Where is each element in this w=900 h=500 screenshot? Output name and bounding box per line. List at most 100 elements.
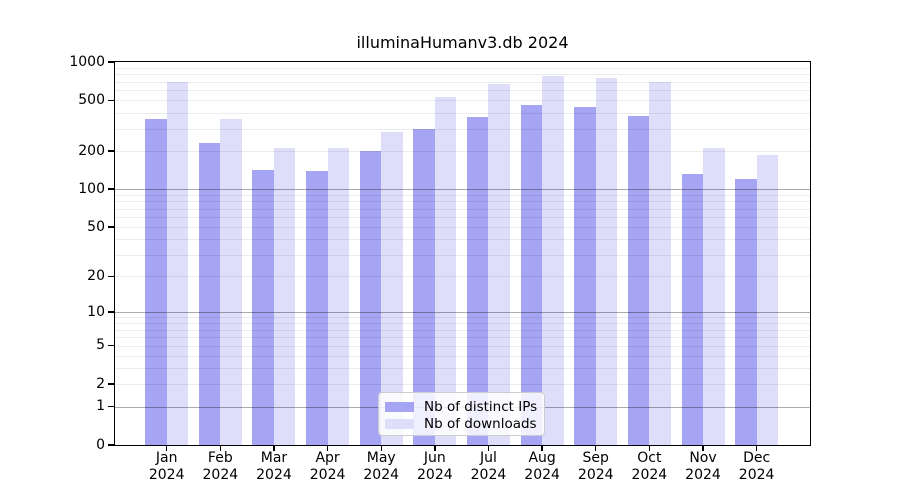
x-axis-tick-label: Dec 2024 xyxy=(725,450,789,484)
y-axis-tick-label: 50 xyxy=(87,218,105,235)
x-axis-tick xyxy=(541,445,543,451)
x-tick-label-year: 2024 xyxy=(202,467,239,483)
y-axis-tick xyxy=(108,444,115,446)
bar-nb-of-distinct-ips-jun xyxy=(413,128,435,445)
x-tick-label-month: May xyxy=(366,450,396,466)
x-axis-tick xyxy=(326,445,329,451)
gridline-minor xyxy=(115,276,810,278)
x-axis-tick xyxy=(434,445,436,451)
legend: Nb of distinct IPs Nb of downloads xyxy=(378,392,545,436)
y-axis-tick-label: 1000 xyxy=(69,53,105,70)
x-tick-label-year: 2024 xyxy=(631,467,668,483)
bar-nb-of-distinct-ips-sep xyxy=(574,106,596,445)
bar-nb-of-distinct-ips-apr xyxy=(306,171,328,445)
x-axis-tick xyxy=(595,445,597,451)
x-tick-label-month: Jul xyxy=(480,450,497,466)
bar-nb-of-downloads-dec xyxy=(756,155,779,445)
legend-swatch-icon xyxy=(385,419,414,429)
bar-nb-of-downloads-jan xyxy=(166,81,189,445)
gridline-minor xyxy=(115,100,810,102)
bar-nb-of-distinct-ips-oct xyxy=(627,115,650,445)
gridline-minor xyxy=(115,151,810,152)
gridline-minor xyxy=(115,74,810,76)
bar-nb-of-distinct-ips-dec xyxy=(735,179,757,445)
gridline-minor xyxy=(115,194,810,196)
x-axis-tick xyxy=(487,445,490,451)
x-axis-tick-label: Apr 2024 xyxy=(296,450,360,484)
gridline-minor xyxy=(115,201,810,203)
gridline-minor xyxy=(115,384,810,386)
y-axis-tick-label: 2 xyxy=(96,375,105,392)
bar-nb-of-downloads-aug xyxy=(542,76,564,445)
x-axis-tick xyxy=(273,445,275,451)
gridline-minor xyxy=(115,345,810,347)
y-axis-tick-label: 0 xyxy=(96,436,105,453)
gridline-minor xyxy=(115,128,810,130)
bar-nb-of-downloads-nov xyxy=(703,148,725,445)
x-axis-tick-label: Mar 2024 xyxy=(242,450,306,484)
y-axis-tick-label: 200 xyxy=(78,142,105,159)
gridline-minor xyxy=(115,239,810,241)
gridline-minor xyxy=(115,323,810,325)
y-axis-tick xyxy=(108,226,115,228)
legend-label: Nb of downloads xyxy=(424,416,537,432)
bar-nb-of-downloads-jul xyxy=(488,84,510,445)
gridline-minor xyxy=(115,67,810,69)
x-axis-tick xyxy=(648,445,651,451)
y-axis-tick xyxy=(108,383,115,385)
x-tick-label-year: 2024 xyxy=(148,467,185,483)
bar-nb-of-distinct-ips-mar xyxy=(252,169,274,445)
bar-nb-of-distinct-ips-aug xyxy=(520,104,543,445)
bar-nb-of-downloads-jun xyxy=(434,97,457,445)
y-axis-tick-label: 500 xyxy=(78,91,105,108)
bar-nb-of-distinct-ips-jul xyxy=(466,117,489,445)
bar-nb-of-distinct-ips-jan xyxy=(145,118,167,445)
x-tick-label-month: Oct xyxy=(637,450,662,466)
x-axis-tick xyxy=(755,445,758,451)
x-tick-label-month: Nov xyxy=(689,450,717,466)
gridline-minor xyxy=(115,355,810,357)
y-axis-tick xyxy=(108,275,115,277)
gridline-minor xyxy=(115,81,810,83)
gridline-minor xyxy=(115,317,810,319)
bar-nb-of-downloads-sep xyxy=(595,78,618,445)
y-axis-tick-label: 1 xyxy=(96,398,105,415)
x-tick-label-year: 2024 xyxy=(417,467,453,483)
y-axis-tick xyxy=(108,344,115,347)
x-tick-label-year: 2024 xyxy=(363,467,400,483)
x-tick-label-year: 2024 xyxy=(685,467,721,483)
legend-label: Nb of distinct IPs xyxy=(424,399,538,415)
x-axis-tick-label: Feb 2024 xyxy=(188,450,252,484)
y-axis-tick xyxy=(108,61,115,63)
x-tick-label-year: 2024 xyxy=(309,467,346,483)
y-axis-tick xyxy=(108,99,115,102)
x-axis-tick-label: Jul 2024 xyxy=(456,450,520,484)
y-axis-tick-label: 100 xyxy=(78,180,105,197)
x-axis-tick-label: Sep 2024 xyxy=(564,450,628,484)
x-tick-label-month: Jan xyxy=(155,450,178,466)
x-axis-tick xyxy=(380,445,382,451)
x-axis-tick xyxy=(702,445,704,451)
x-axis-tick-label: Nov 2024 xyxy=(671,450,735,484)
y-axis-tick xyxy=(108,311,115,313)
legend-item: Nb of downloads xyxy=(385,416,537,432)
bar-nb-of-downloads-mar xyxy=(273,148,296,445)
bar-nb-of-downloads-may xyxy=(381,132,403,445)
gridline-minor xyxy=(115,90,810,92)
x-axis-tick-label: May 2024 xyxy=(349,450,413,484)
gridline-major xyxy=(115,189,810,191)
bar-nb-of-distinct-ips-nov xyxy=(681,173,703,445)
x-tick-label-month: Apr xyxy=(315,450,340,466)
gridline-minor xyxy=(115,254,810,256)
bar-nb-of-distinct-ips-feb xyxy=(198,143,221,445)
gridline-minor xyxy=(115,337,810,339)
x-tick-label-month: Dec xyxy=(743,450,771,466)
x-tick-label-year: 2024 xyxy=(738,467,775,483)
x-tick-label-year: 2024 xyxy=(470,467,507,483)
legend-swatch-icon xyxy=(385,402,414,412)
x-axis-tick xyxy=(166,445,168,451)
bar-nb-of-downloads-oct xyxy=(649,81,671,445)
x-axis-tick xyxy=(219,445,222,451)
y-axis-tick-label: 20 xyxy=(87,267,105,284)
gridline-minor xyxy=(115,329,810,331)
